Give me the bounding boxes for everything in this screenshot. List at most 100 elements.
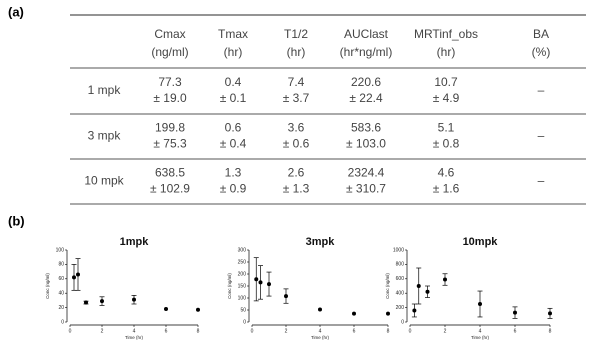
y-tick-label: 100 xyxy=(56,247,65,253)
y-tick-label: 150 xyxy=(238,283,247,289)
cell-sd: ± 103.0 xyxy=(346,137,386,151)
column-unit: (hr*ng/ml) xyxy=(340,45,393,59)
cell-mean: 638.5 xyxy=(155,166,185,180)
cell-sd: ± 1.3 xyxy=(283,182,310,196)
column-unit: (hr) xyxy=(224,45,243,59)
data-point xyxy=(100,299,104,304)
cell-sd: ± 19.0 xyxy=(153,91,187,105)
chart-title: 10mpk xyxy=(463,236,499,248)
x-tick-label: 8 xyxy=(549,328,552,334)
x-tick-label: 8 xyxy=(197,328,200,334)
y-axis-label: Conc (ng/ml) xyxy=(227,273,232,299)
cell-sd: ± 1.6 xyxy=(433,182,460,196)
column-header: MRTinf_obs xyxy=(414,27,478,41)
y-tick-label: 300 xyxy=(238,247,247,253)
cell-mean: 199.8 xyxy=(155,121,185,135)
data-point xyxy=(478,302,482,306)
cell-sd: ± 0.8 xyxy=(433,137,460,151)
data-point xyxy=(513,310,517,315)
cell-mean: 3.6 xyxy=(288,121,305,135)
panel-label: (b) xyxy=(8,213,25,228)
cell-sd: ± 0.4 xyxy=(220,137,247,151)
y-tick-label: 0 xyxy=(61,319,64,325)
cell-mean: 77.3 xyxy=(158,75,182,89)
data-point xyxy=(318,307,322,312)
cell-value: – xyxy=(538,129,545,143)
y-tick-label: 60 xyxy=(58,276,64,282)
x-tick-label: 6 xyxy=(353,328,356,334)
column-unit: (%) xyxy=(532,45,551,59)
data-point xyxy=(548,311,552,316)
y-tick-label: 80 xyxy=(58,262,64,268)
x-tick-label: 4 xyxy=(133,328,136,334)
row-label: 1 mpk xyxy=(88,83,122,97)
cell-mean: 1.3 xyxy=(225,166,242,180)
data-point xyxy=(72,275,76,280)
data-point xyxy=(196,307,200,312)
y-axis-label: Conc (ng/ml) xyxy=(45,273,50,299)
data-point xyxy=(425,289,430,294)
data-point xyxy=(132,297,136,302)
x-axis-label: Time (hr) xyxy=(311,335,330,340)
data-point xyxy=(284,294,288,299)
x-tick-label: 2 xyxy=(444,328,447,334)
cell-mean: 2324.4 xyxy=(348,166,385,180)
y-tick-label: 0 xyxy=(243,319,246,325)
cell-mean: 10.7 xyxy=(434,75,458,89)
y-tick-label: 100 xyxy=(238,295,247,301)
panel-label: (a) xyxy=(8,4,24,19)
x-tick-label: 0 xyxy=(409,328,412,334)
cell-value: – xyxy=(538,83,545,97)
data-point xyxy=(76,272,80,277)
y-tick-label: 250 xyxy=(238,259,247,265)
row-label: 10 mpk xyxy=(84,174,124,188)
cell-mean: 583.6 xyxy=(351,121,381,135)
x-tick-label: 2 xyxy=(101,328,104,334)
cell-value: – xyxy=(538,174,545,188)
data-point xyxy=(84,300,88,305)
data-point xyxy=(267,282,271,287)
cell-sd: ± 3.7 xyxy=(283,91,310,105)
column-header: T1/2 xyxy=(284,27,308,41)
cell-sd: ± 310.7 xyxy=(346,182,386,196)
cell-mean: 2.6 xyxy=(288,166,305,180)
cell-sd: ± 75.3 xyxy=(153,137,187,151)
data-point xyxy=(443,277,447,282)
column-unit: (hr) xyxy=(287,45,306,59)
x-tick-label: 8 xyxy=(387,328,390,334)
y-tick-label: 40 xyxy=(58,291,64,297)
column-header: Cmax xyxy=(154,27,185,41)
row-label: 3 mpk xyxy=(88,129,122,143)
data-point xyxy=(386,311,390,316)
y-tick-label: 600 xyxy=(396,276,405,282)
y-tick-label: 20 xyxy=(58,305,64,311)
data-point xyxy=(258,280,263,285)
data-point xyxy=(412,308,417,313)
data-point xyxy=(254,277,259,282)
x-tick-label: 2 xyxy=(285,328,288,334)
x-tick-label: 6 xyxy=(514,328,517,334)
x-tick-label: 0 xyxy=(251,328,254,334)
cell-sd: ± 0.1 xyxy=(220,91,247,105)
x-axis-label: Time (hr) xyxy=(125,335,144,340)
cell-sd: ± 22.4 xyxy=(349,91,383,105)
cell-mean: 5.1 xyxy=(438,121,455,135)
y-tick-label: 800 xyxy=(396,262,405,268)
chart-title: 1mpk xyxy=(120,236,150,248)
cell-mean: 4.6 xyxy=(438,166,455,180)
cell-sd: ± 102.9 xyxy=(150,182,190,196)
y-tick-label: 200 xyxy=(396,305,405,311)
x-tick-label: 6 xyxy=(165,328,168,334)
cell-mean: 7.4 xyxy=(288,75,305,89)
y-tick-label: 50 xyxy=(240,307,246,313)
y-tick-label: 0 xyxy=(401,319,404,325)
column-header: BA xyxy=(533,27,549,41)
y-tick-label: 1000 xyxy=(393,247,404,253)
cell-sd: ± 0.6 xyxy=(283,137,310,151)
x-tick-label: 4 xyxy=(319,328,322,334)
data-point xyxy=(352,311,356,316)
cell-mean: 0.6 xyxy=(225,121,242,135)
cell-sd: ± 4.9 xyxy=(433,91,460,105)
y-axis-label: Conc (ng/ml) xyxy=(385,273,390,299)
